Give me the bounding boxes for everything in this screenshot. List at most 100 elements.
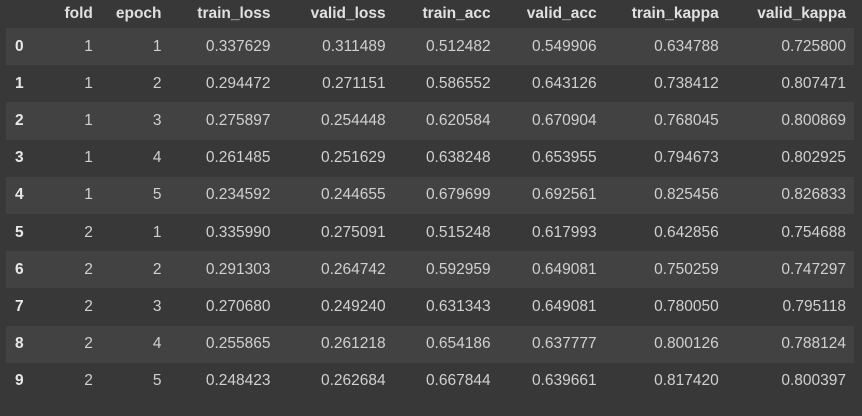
table-row: 0 1 1 0.337629 0.311489 0.512482 0.549906 0.634…: [6, 28, 854, 66]
cell-train-loss: 0.255865: [205, 335, 271, 353]
cell-valid-loss: 0.251629: [320, 149, 386, 167]
column-header-train-acc: train_acc: [393, 0, 499, 28]
cell-train-loss: 0.270680: [205, 297, 271, 315]
cell-valid-acc: 0.649081: [531, 260, 597, 278]
cell-valid-acc: 0.643126: [531, 74, 597, 92]
cell-valid-acc: 0.549906: [531, 37, 597, 55]
cell-valid-acc: 0.649081: [531, 297, 597, 315]
cell-valid-kappa: 0.788124: [781, 335, 846, 353]
cell-fold: 1: [84, 74, 93, 92]
cell-epoch: 1: [152, 37, 162, 55]
cell-valid-kappa: 0.800397: [781, 372, 846, 390]
cell-fold: 1: [84, 111, 93, 129]
row-index: 9: [15, 372, 24, 390]
cell-valid-kappa: 0.826833: [781, 186, 846, 204]
cell-train-loss: 0.337629: [205, 37, 271, 55]
cell-valid-kappa: 0.802925: [781, 149, 846, 167]
cell-fold: 2: [84, 335, 93, 353]
row-index: 0: [15, 37, 24, 55]
cell-train-acc: 0.638248: [425, 149, 491, 167]
cell-valid-acc: 0.692561: [531, 186, 597, 204]
cell-train-kappa: 0.794673: [654, 149, 719, 167]
cell-train-loss: 0.248423: [205, 372, 271, 390]
cell-train-kappa: 0.780050: [654, 297, 719, 315]
cell-valid-acc: 0.670904: [531, 111, 597, 129]
cell-train-acc: 0.667844: [425, 372, 491, 390]
cell-valid-acc: 0.639661: [531, 372, 597, 390]
cell-valid-loss: 0.311489: [322, 37, 386, 55]
table-row: 5 2 1 0.335990 0.275091 0.515248 0.617993 0.642…: [6, 213, 854, 252]
table-row: 7 2 3 0.270680 0.249240 0.631343 0.649081 0.780…: [6, 288, 854, 326]
cell-train-kappa: 0.642856: [654, 223, 719, 241]
cell-train-kappa: 0.817420: [654, 372, 719, 390]
cell-fold: 1: [84, 149, 93, 167]
cell-valid-acc: 0.617993: [531, 223, 597, 241]
cell-train-acc: 0.631343: [425, 297, 491, 315]
cell-train-kappa: 0.634788: [654, 37, 719, 55]
column-header-index: [6, 0, 41, 28]
cell-valid-loss: 0.261218: [320, 335, 386, 353]
cell-train-acc: 0.654186: [425, 335, 491, 353]
table-row: 4 1 5 0.234592 0.244655 0.679699 0.692561 0.825…: [6, 176, 854, 214]
header-row: fold epoch train_loss valid_loss train_acc va…: [6, 0, 854, 28]
cell-valid-kappa: 0.800869: [781, 111, 846, 129]
cell-train-loss: 0.275897: [205, 111, 271, 129]
cell-valid-kappa: 0.807471: [781, 74, 846, 92]
row-index: 4: [15, 186, 24, 204]
cell-epoch: 2: [152, 74, 162, 92]
cell-epoch: 3: [152, 111, 162, 129]
cell-valid-acc: 0.637777: [531, 335, 597, 353]
cell-fold: 1: [84, 186, 93, 204]
cell-train-acc: 0.586552: [425, 74, 491, 92]
table-header: fold epoch train_loss valid_loss train_acc va…: [6, 0, 854, 28]
cell-train-loss: 0.291303: [205, 260, 271, 278]
table-body: 0 1 1 0.337629 0.311489 0.512482 0.549906 0.634…: [6, 28, 854, 400]
column-header-epoch: epoch: [100, 0, 170, 28]
cell-train-acc: 0.512482: [425, 37, 491, 55]
column-header-valid-kappa: valid_kappa: [726, 0, 854, 28]
cell-epoch: 4: [152, 335, 162, 353]
cell-train-loss: 0.294472: [205, 74, 271, 92]
cell-valid-loss: 0.244655: [320, 186, 386, 204]
column-header-train-loss: train_loss: [169, 0, 279, 28]
dataframe-table: fold epoch train_loss valid_loss train_acc va…: [6, 0, 854, 400]
row-index: 5: [15, 223, 24, 241]
table-row: 3 1 4 0.261485 0.251629 0.638248 0.653955 0.794…: [6, 139, 854, 177]
cell-train-kappa: 0.800126: [654, 335, 719, 353]
cell-train-acc: 0.592959: [425, 260, 491, 278]
cell-epoch: 4: [152, 149, 162, 167]
column-header-valid-loss: valid_loss: [278, 0, 394, 28]
row-index: 3: [15, 149, 24, 167]
cell-epoch: 5: [152, 372, 162, 390]
row-index: 7: [15, 297, 24, 315]
cell-train-loss: 0.234592: [205, 186, 271, 204]
table-row: 8 2 4 0.255865 0.261218 0.654186 0.637777 0.800…: [6, 325, 854, 363]
column-header-train-kappa: train_kappa: [604, 0, 727, 28]
cell-train-loss: 0.261485: [205, 149, 271, 167]
cell-epoch: 2: [152, 260, 162, 278]
row-index: 1: [15, 74, 24, 92]
cell-epoch: 1: [152, 223, 162, 241]
column-header-valid-acc: valid_acc: [498, 0, 605, 28]
cell-valid-loss: 0.275091: [320, 223, 386, 241]
table-row: 6 2 2 0.291303 0.264742 0.592959 0.649081 0.750…: [6, 251, 854, 289]
cell-train-acc: 0.515248: [425, 223, 491, 241]
table-row: 1 1 2 0.294472 0.271151 0.586552 0.643126 0.738…: [6, 65, 854, 103]
cell-train-loss: 0.335990: [205, 223, 271, 241]
cell-valid-kappa: 0.747297: [781, 260, 846, 278]
row-index: 8: [15, 335, 24, 353]
cell-valid-kappa: 0.795118: [782, 297, 847, 315]
cell-train-kappa: 0.768045: [654, 111, 719, 129]
cell-valid-loss: 0.249240: [320, 297, 386, 315]
table-row: 9 2 5 0.248423 0.262684 0.667844 0.639661 0.817…: [6, 362, 854, 400]
cell-fold: 2: [84, 260, 93, 278]
cell-fold: 2: [84, 297, 93, 315]
row-index: 2: [15, 111, 24, 129]
cell-train-acc: 0.679699: [425, 186, 491, 204]
cell-valid-kappa: 0.725800: [781, 37, 846, 55]
cell-valid-acc: 0.653955: [531, 149, 597, 167]
cell-fold: 2: [84, 223, 93, 241]
table-row: 2 1 3 0.275897 0.254448 0.620584 0.670904 0.768…: [6, 102, 854, 140]
cell-epoch: 3: [152, 297, 162, 315]
